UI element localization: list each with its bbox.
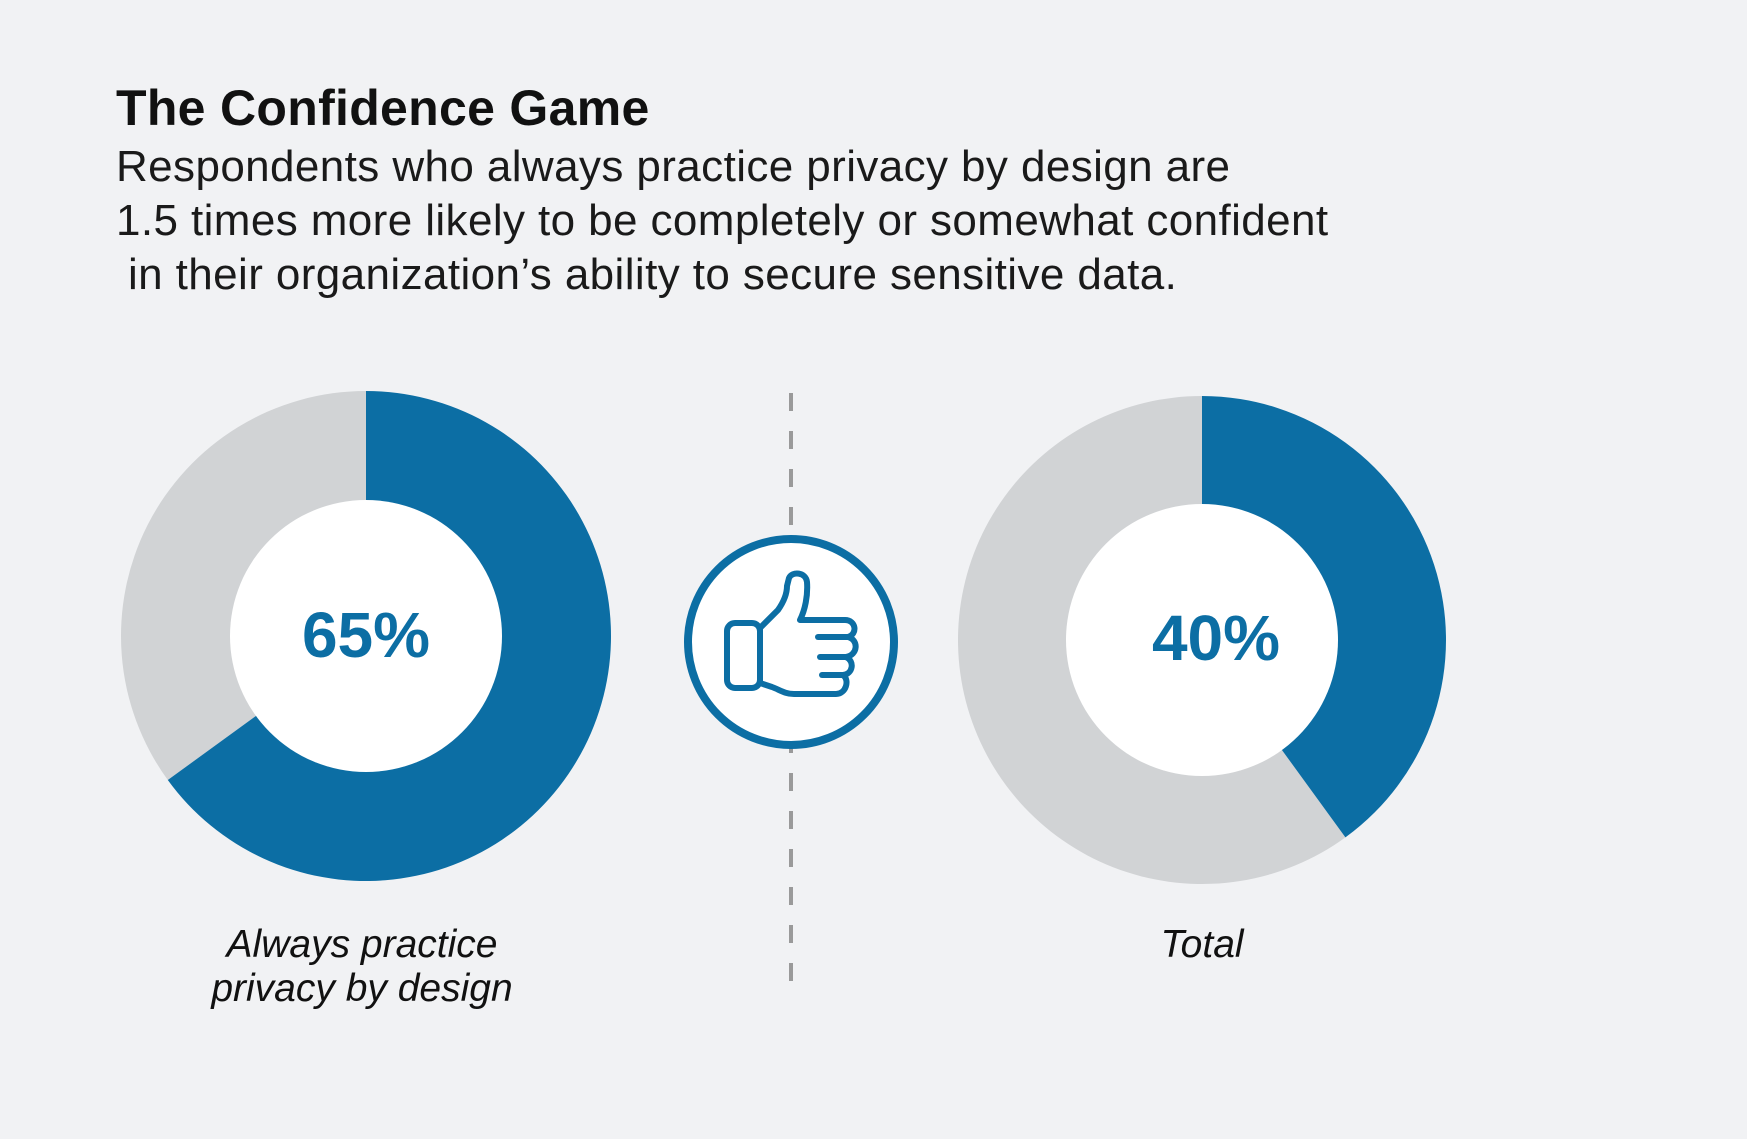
- donut-2-percent-label: 40%: [1152, 602, 1280, 674]
- thumbs-up-icon: [724, 570, 859, 697]
- donut-1-category-label-line-1: Always practice: [225, 923, 498, 966]
- subtitle-line-2: 1.5 times more likely to be completely o…: [116, 196, 1329, 245]
- donut-2-hole: [1066, 504, 1338, 776]
- subtitle-line-1: Respondents who always practice privacy …: [116, 142, 1231, 191]
- donut-chart-1: 65% Always practice privacy by design: [120, 391, 611, 1010]
- thumbs-up-badge: [684, 535, 898, 749]
- header: The Confidence Game Respondents who alwa…: [116, 78, 1616, 302]
- page-title: The Confidence Game: [116, 80, 650, 136]
- donut-chart-2: 40% Total: [958, 396, 1447, 966]
- donut-1-category-label-line-2: privacy by design: [210, 967, 512, 1010]
- badge-circle: [684, 535, 898, 749]
- donut-1-hole: [230, 500, 502, 772]
- subtitle-line-3: in their organization’s ability to secur…: [128, 250, 1178, 299]
- donut-1-percent-label: 65%: [302, 599, 430, 671]
- donut-2-category-label: Total: [1160, 923, 1244, 966]
